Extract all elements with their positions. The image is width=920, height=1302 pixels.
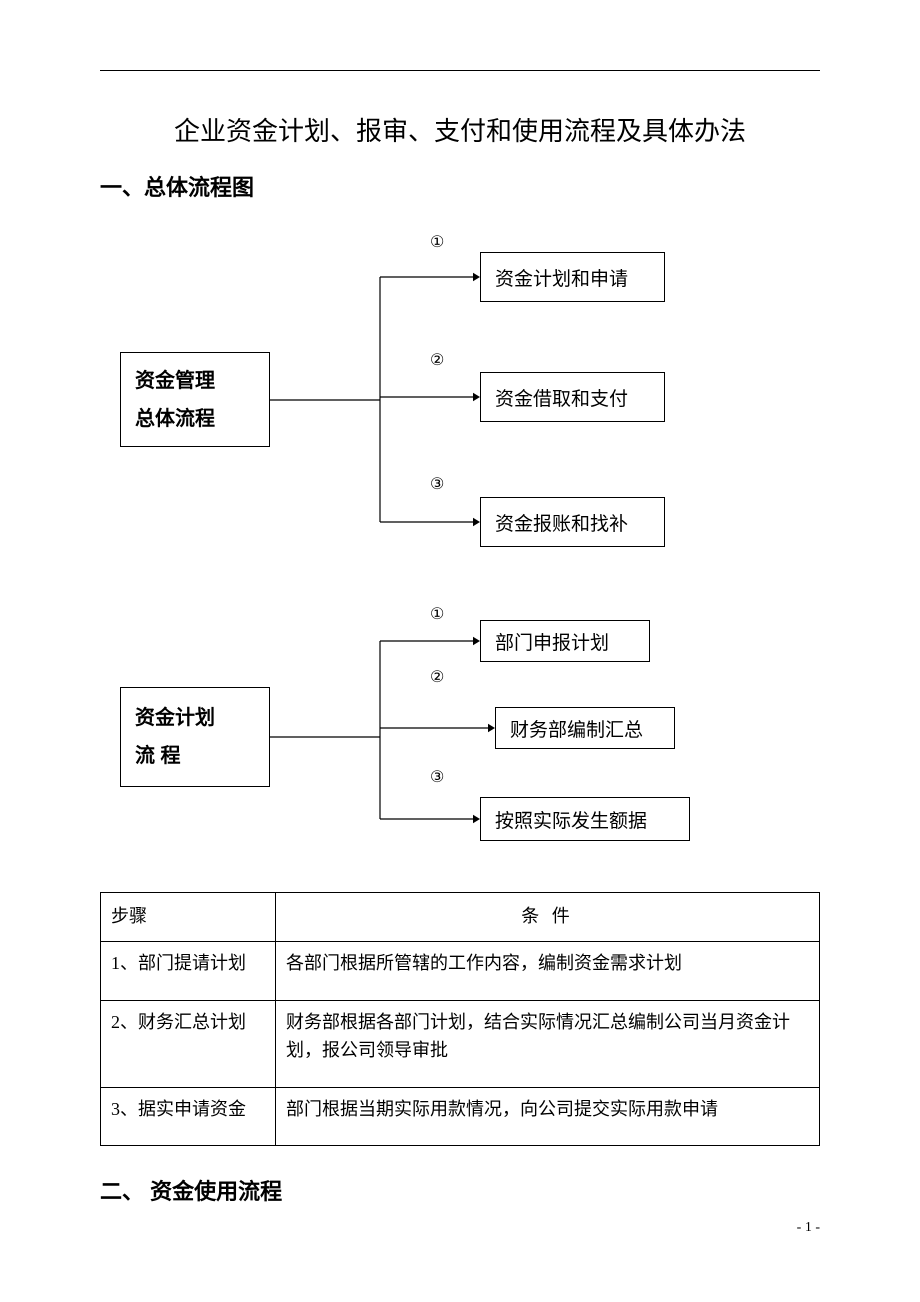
flow-root-box: 资金管理总体流程: [120, 352, 270, 447]
th-step: 步骤: [101, 893, 276, 942]
flow-target-box: 资金借取和支付: [480, 372, 665, 422]
page: 企业资金计划、报审、支付和使用流程及具体办法 一、总体流程图 资金管理总体流程资…: [0, 0, 920, 1266]
flow-step-number: ①: [430, 232, 444, 252]
cell-condition: 财务部根据各部门计划，结合实际情况汇总编制公司当月资金计划，报公司领导审批: [276, 1000, 820, 1087]
table-row: 2、财务汇总计划财务部根据各部门计划，结合实际情况汇总编制公司当月资金计划，报公…: [101, 1000, 820, 1087]
flow-step-number: ③: [430, 767, 444, 787]
page-number: - 1 -: [797, 1220, 820, 1236]
table-header-row: 步骤 条 件: [101, 893, 820, 942]
flowchart-plan: 资金计划流 程部门申报计划①财务部编制汇总②按照实际发生额据③: [100, 612, 820, 872]
flow-target-box: 资金报账和找补: [480, 497, 665, 547]
flow-root-line: 流 程: [135, 737, 255, 775]
flowchart-overall: 资金管理总体流程 资金计划和申请 ① 资金借取和支付 ② 资金报账和找补 ③: [100, 232, 820, 602]
flow-target-box: 按照实际发生额据: [480, 797, 690, 841]
table-row: 3、据实申请资金部门根据当期实际用款情况，向公司提交实际用款申请: [101, 1087, 820, 1146]
steps-table: 步骤 条 件 1、部门提请计划各部门根据所管辖的工作内容，编制资金需求计划2、财…: [100, 892, 820, 1146]
cell-step: 1、部门提请计划: [101, 941, 276, 1000]
flow-root-box: 资金计划流 程: [120, 687, 270, 787]
table-row: 1、部门提请计划各部门根据所管辖的工作内容，编制资金需求计划: [101, 941, 820, 1000]
th-condition: 条 件: [276, 893, 820, 942]
cell-step: 2、财务汇总计划: [101, 1000, 276, 1087]
flow-root-line: 总体流程: [135, 400, 255, 438]
flow-target-box: 财务部编制汇总: [495, 707, 675, 749]
section-2-heading: 二、 资金使用流程: [100, 1174, 820, 1206]
flow-root-line: 资金管理: [135, 362, 255, 400]
flow-target-box: 资金计划和申请: [480, 252, 665, 302]
cell-condition: 各部门根据所管辖的工作内容，编制资金需求计划: [276, 941, 820, 1000]
flow-root-line: 资金计划: [135, 699, 255, 737]
cell-condition: 部门根据当期实际用款情况，向公司提交实际用款申请: [276, 1087, 820, 1146]
flow-target-box: 部门申报计划: [480, 620, 650, 662]
cell-step: 3、据实申请资金: [101, 1087, 276, 1146]
flow-step-number: ①: [430, 604, 444, 624]
document-title: 企业资金计划、报审、支付和使用流程及具体办法: [100, 111, 820, 148]
header-rule: [100, 70, 820, 71]
flow-step-number: ③: [430, 474, 444, 494]
section-1-heading: 一、总体流程图: [100, 170, 820, 202]
flow-step-number: ②: [430, 667, 444, 687]
flow-step-number: ②: [430, 350, 444, 370]
